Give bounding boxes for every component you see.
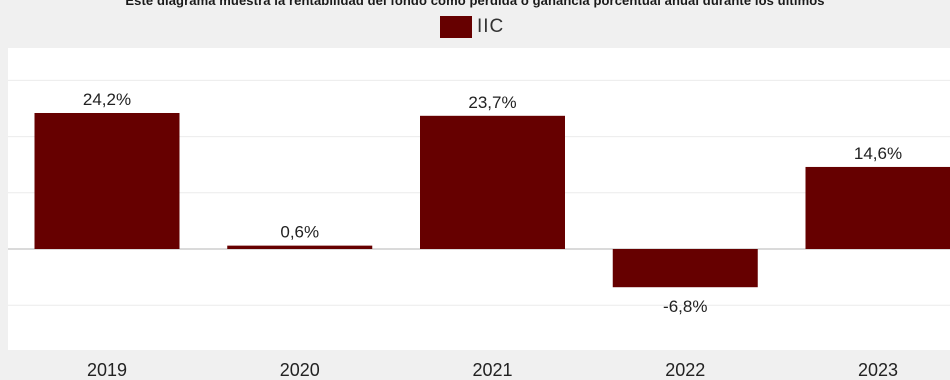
- chart-title: Este diagrama muestra la rentabilidad de…: [125, 0, 825, 8]
- bar: [612, 249, 758, 288]
- legend: IIC: [440, 16, 504, 38]
- bar: [227, 245, 373, 249]
- data-label: 23,7%: [468, 93, 516, 112]
- x-tick-label: 2022: [665, 360, 705, 380]
- bar: [420, 115, 565, 249]
- bar: [34, 112, 180, 249]
- x-tick-label: 2019: [87, 360, 127, 380]
- x-tick-label: 2023: [858, 360, 898, 380]
- data-label: 14,6%: [854, 144, 902, 163]
- data-label: 24,2%: [83, 90, 131, 109]
- data-label: -6,8%: [663, 297, 707, 316]
- x-tick-label: 2021: [472, 360, 512, 380]
- bar: [805, 166, 950, 249]
- legend-swatch: [440, 16, 472, 38]
- x-tick-label: 2020: [280, 360, 320, 380]
- data-label: 0,6%: [280, 223, 319, 242]
- legend-label: IIC: [477, 16, 505, 37]
